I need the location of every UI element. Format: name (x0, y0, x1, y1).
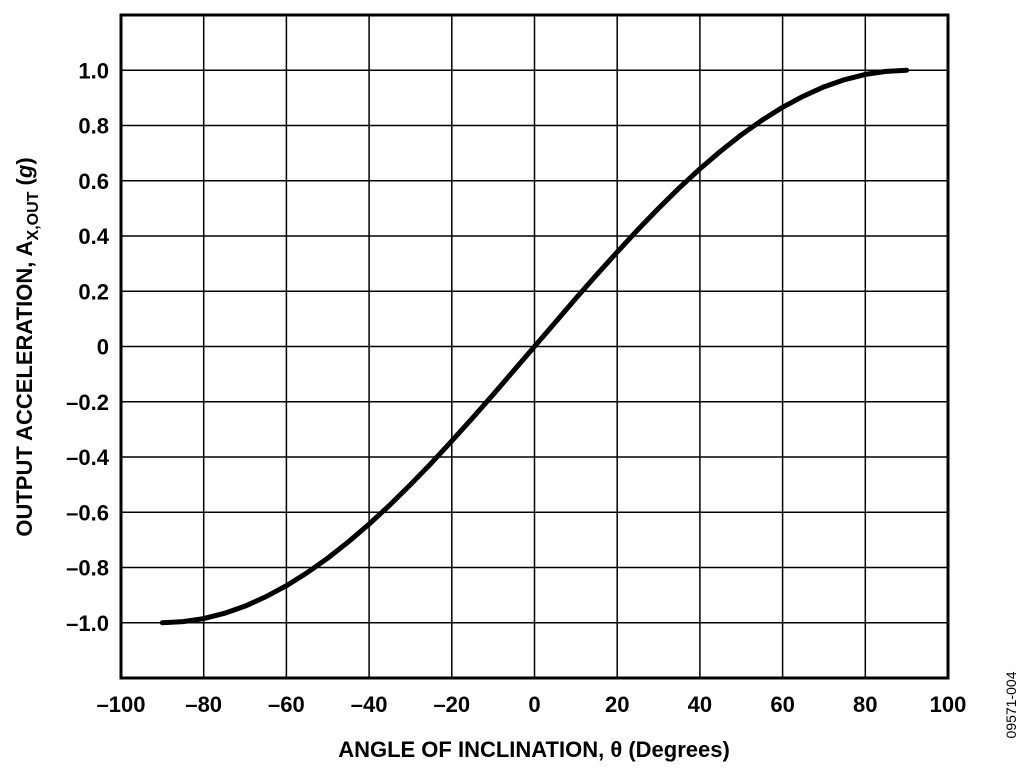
y-tick-label: 0.8 (78, 114, 109, 139)
y-axis-title-unit-open: ( (12, 177, 37, 191)
plot-area-frame (119, 13, 950, 680)
y-tick-label: –0.4 (66, 445, 110, 470)
y-axis-title-main: OUTPUT ACCELERATION, A (12, 240, 37, 536)
x-tick-label: –60 (268, 692, 305, 717)
x-tick-label: –80 (185, 692, 222, 717)
y-tick-label: –0.2 (66, 390, 109, 415)
y-axis-title-unit-close: ) (12, 157, 37, 164)
y-tick-label: –0.6 (66, 500, 109, 525)
grid-lines (121, 15, 948, 678)
y-tick-label: 1.0 (78, 58, 109, 83)
x-tick-label: –40 (351, 692, 388, 717)
y-axis-title-unit: g (12, 164, 37, 179)
x-tick-label: 100 (930, 692, 967, 717)
y-tick-label: 0 (97, 335, 109, 360)
x-tick-label: 20 (605, 692, 629, 717)
y-axis-title: OUTPUT ACCELERATION, AX,OUT (g) (12, 157, 42, 536)
series-line (159, 67, 910, 626)
series-layer (159, 67, 910, 626)
x-tick-label: 60 (770, 692, 794, 717)
y-tick-label: 0.2 (78, 279, 109, 304)
x-tick-label: 0 (528, 692, 540, 717)
x-axis-title: ANGLE OF INCLINATION, θ (Degrees) (338, 737, 730, 762)
y-tick-labels: 1.0 0.8 0.6 0.4 0.2 0 –0.2 –0.4 –0.6 –0.8 –1.0 (66, 58, 110, 636)
y-tick-label: 0.6 (78, 169, 109, 194)
y-tick-label: 0.4 (78, 224, 109, 249)
x-tick-label: –20 (433, 692, 470, 717)
x-tick-label: 40 (688, 692, 712, 717)
x-tick-label: 80 (853, 692, 877, 717)
y-axis-title-subscript: X,OUT (25, 191, 42, 240)
y-tick-label: –0.8 (66, 556, 109, 581)
figure-id: 09571-004 (1003, 671, 1019, 738)
x-tick-labels: –100 –80 –60 –40 –20 0 20 40 60 80 100 (97, 692, 967, 717)
x-tick-label: –100 (97, 692, 146, 717)
y-tick-label: –1.0 (66, 611, 109, 636)
